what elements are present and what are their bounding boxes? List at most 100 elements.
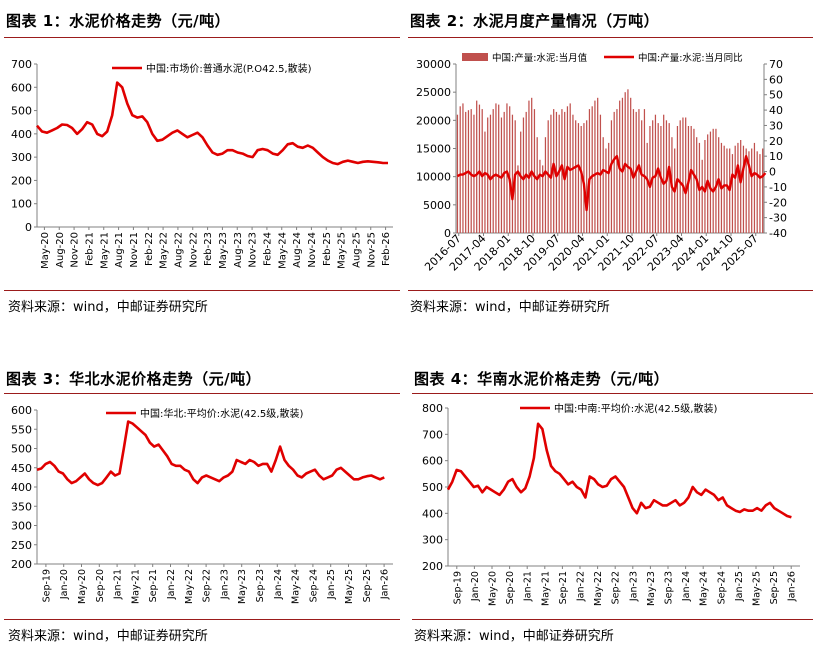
chart3-x-tick-label: Sep-23 bbox=[255, 569, 266, 602]
chart2-bar bbox=[621, 97, 624, 233]
chart3-legend-label: 中国:华北:平均价:水泥(42.5级,散装) bbox=[140, 407, 303, 420]
chart4-title-rule bbox=[412, 393, 813, 394]
chart2-y2-tick-label: -40 bbox=[769, 227, 787, 240]
chart4-x-tick-label: May-25 bbox=[752, 571, 763, 606]
chart4-x-tick-label: Jan-22 bbox=[576, 571, 587, 602]
chart2-bar bbox=[533, 109, 536, 233]
chart2-bar bbox=[517, 165, 519, 233]
chart2-bar bbox=[586, 120, 588, 233]
chart3-title: 图表 3：华北水泥价格走势（元/吨） bbox=[6, 370, 262, 388]
chart2-bar bbox=[734, 145, 736, 233]
chart2-bar bbox=[511, 114, 514, 233]
chart1-x-tick-label: Nov-25 bbox=[366, 232, 377, 268]
chart2-bar bbox=[740, 140, 742, 233]
chart2-y2-tick-label: 60 bbox=[769, 73, 783, 86]
chart1-y-tick-label: 200 bbox=[11, 174, 32, 187]
chart3-y-tick-label: 450 bbox=[11, 462, 32, 475]
chart2-bar bbox=[712, 128, 714, 233]
chart4-x-tick-label: Jan-26 bbox=[787, 571, 798, 602]
chart1-x-tick-label: Feb-21 bbox=[84, 232, 95, 266]
chart2-bar bbox=[553, 109, 555, 233]
chart2-bar bbox=[668, 123, 670, 233]
chart1-title-rule bbox=[4, 37, 400, 38]
chart1-x-tick-label: Aug-24 bbox=[292, 232, 303, 268]
chart3-x-tick-label: Jan-24 bbox=[273, 569, 284, 600]
chart4-svg: 200 300 400 500 600 700 800 Sep-19 Jan-20 May-20 S… bbox=[422, 402, 800, 606]
chart2-y-tick-label: 0 bbox=[444, 227, 451, 240]
chart4-x-tick-label: May-23 bbox=[646, 571, 657, 606]
chart2-y2-tick-label: 50 bbox=[769, 89, 783, 102]
chart1-x-tick-label: Feb-24 bbox=[262, 232, 273, 266]
chart3-title-rule bbox=[4, 393, 400, 394]
chart4-x-tick-label: Jan-23 bbox=[628, 571, 639, 602]
chart2-bar bbox=[564, 111, 566, 233]
chart3-y-tick-label: 350 bbox=[11, 500, 32, 513]
chart2-bar bbox=[484, 131, 486, 233]
chart2-title: 图表 2：水泥月度产量情况（万吨） bbox=[410, 12, 660, 30]
chart1-x-tick-label: Aug-25 bbox=[351, 232, 362, 268]
chart2-bar bbox=[542, 165, 544, 233]
chart2-bar bbox=[663, 114, 665, 233]
chart2-bar bbox=[753, 142, 756, 233]
chart1-source-rule bbox=[4, 290, 400, 291]
chart2-bar bbox=[594, 100, 596, 233]
chart3-x-tick-label: Jan-23 bbox=[219, 569, 230, 600]
chart1-x-tick-label: Nov-23 bbox=[248, 232, 259, 268]
chart2-bar bbox=[610, 120, 613, 233]
chart2-bar bbox=[693, 128, 695, 233]
chart1-x-tick-label: May-23 bbox=[218, 232, 229, 269]
chart2-bar bbox=[751, 148, 753, 233]
chart1-x-tick-label: May-20 bbox=[40, 232, 51, 269]
chart2-y2-tick-label: 0 bbox=[769, 166, 776, 179]
chart2-bar bbox=[575, 120, 577, 233]
chart3-y-tick-label: 600 bbox=[11, 404, 32, 417]
chart1-x-tick-label: Nov-22 bbox=[188, 232, 199, 268]
chart4-x-tick-label: May-24 bbox=[699, 571, 710, 606]
chart3-x-tick-label: Sep-19 bbox=[41, 569, 52, 602]
chart1-title: 图表 1：水泥价格走势（元/吨） bbox=[6, 12, 231, 30]
chart4-y-tick-label: 800 bbox=[422, 402, 443, 415]
chart2-bar bbox=[597, 97, 599, 233]
chart2-bar bbox=[580, 126, 582, 233]
chart2-bar bbox=[536, 137, 538, 233]
chart3-x-tick-label: Sep-20 bbox=[95, 569, 106, 602]
chart2-bar bbox=[591, 106, 593, 234]
chart4-x-tick-label: Jan-21 bbox=[523, 571, 534, 602]
chart2-legend-bar-swatch bbox=[462, 53, 488, 61]
chart2-bar bbox=[489, 114, 492, 233]
chart3-x-tick-label: Jan-25 bbox=[326, 569, 337, 600]
chart3-y-tick-label: 500 bbox=[11, 443, 32, 456]
chart2-bar bbox=[756, 151, 758, 233]
chart1-x-tick-label: Feb-23 bbox=[203, 232, 214, 266]
chart2-bar bbox=[492, 109, 494, 233]
chart2-source-rule bbox=[408, 290, 813, 291]
chart2-bar bbox=[726, 148, 728, 233]
chart2-bar bbox=[679, 120, 681, 233]
chart2-y-tick-label: 20000 bbox=[416, 114, 451, 127]
chart2-bar bbox=[470, 109, 472, 233]
chart4-x-tick-label: Jan-25 bbox=[734, 571, 745, 602]
chart2-bar bbox=[577, 123, 580, 233]
chart3-x-tick-label: Sep-25 bbox=[362, 569, 373, 602]
chart4-x-tick-label: Sep-21 bbox=[558, 571, 569, 604]
chart2-bar bbox=[495, 103, 497, 234]
chart2-bar bbox=[641, 120, 643, 233]
chart2-bar bbox=[531, 97, 533, 233]
chart4-x-tick-label: Sep-19 bbox=[452, 571, 463, 604]
chart4-x-tick-label: May-22 bbox=[593, 571, 604, 606]
chart4-y-tick-label: 700 bbox=[422, 428, 443, 441]
chart4-x-tick-label: Sep-20 bbox=[505, 571, 516, 604]
chart1-svg: 0 100 200 300 400 500 600 700 May-20 Aug-20 Nov-20… bbox=[11, 58, 393, 269]
chart2-bar bbox=[459, 106, 461, 234]
chart2-bar bbox=[478, 104, 481, 233]
chart2-y2-tick-label: 30 bbox=[769, 119, 783, 132]
chart2-bar bbox=[605, 148, 607, 233]
chart1-x-tick-label: Aug-22 bbox=[173, 232, 184, 268]
chart2-legend-bar-label: 中国:产量:水泥:当月值 bbox=[492, 52, 588, 64]
chart2-bar bbox=[608, 142, 610, 233]
chart4-x-tick-label: May-21 bbox=[540, 571, 551, 606]
chart2-title-rule bbox=[408, 37, 813, 38]
chart3-x-tick-label: May-24 bbox=[291, 569, 302, 604]
chart2-y-tick-label: 5000 bbox=[423, 199, 451, 212]
chart4-x-tick-label: Jan-24 bbox=[681, 571, 692, 602]
